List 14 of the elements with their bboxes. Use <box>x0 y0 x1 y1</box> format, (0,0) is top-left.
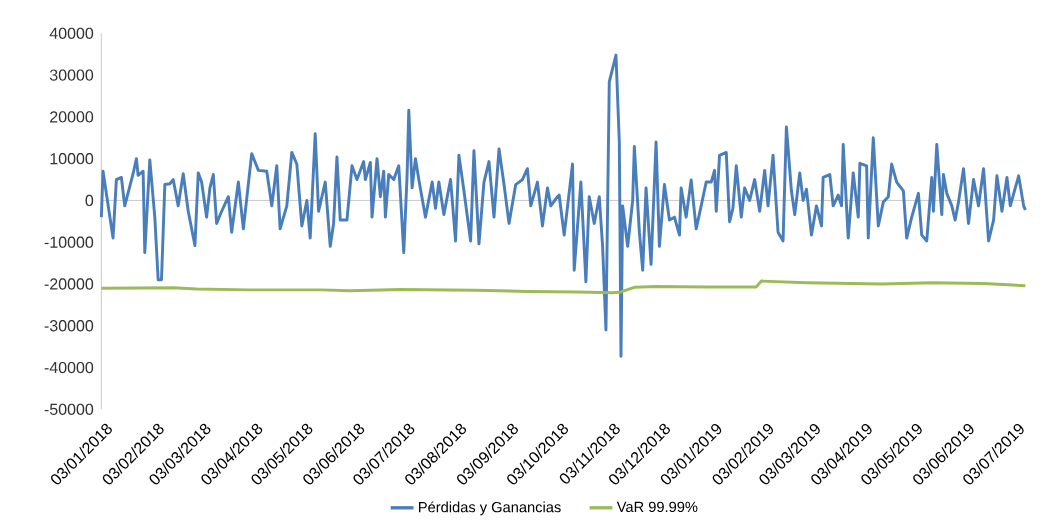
legend-label: VaR 99.99% <box>616 501 698 513</box>
y-tick-label: -10000 <box>44 236 94 248</box>
y-tick-label: -20000 <box>44 278 94 290</box>
y-tick-label: 30000 <box>49 69 94 81</box>
y-tick-label: 20000 <box>50 111 94 123</box>
y-tick-label: -40000 <box>44 361 94 374</box>
y-tick-label: 40000 <box>49 27 94 39</box>
line-series <box>99 53 1027 358</box>
y-tick-label: -30000 <box>44 320 94 332</box>
y-tick-label: 0 <box>85 194 94 207</box>
y-tick-label: 10000 <box>50 153 94 165</box>
y-tick-label: -50000 <box>44 403 94 415</box>
legend-label: Pérdidas y Ganancias <box>419 501 561 516</box>
line-series <box>99 279 1027 295</box>
